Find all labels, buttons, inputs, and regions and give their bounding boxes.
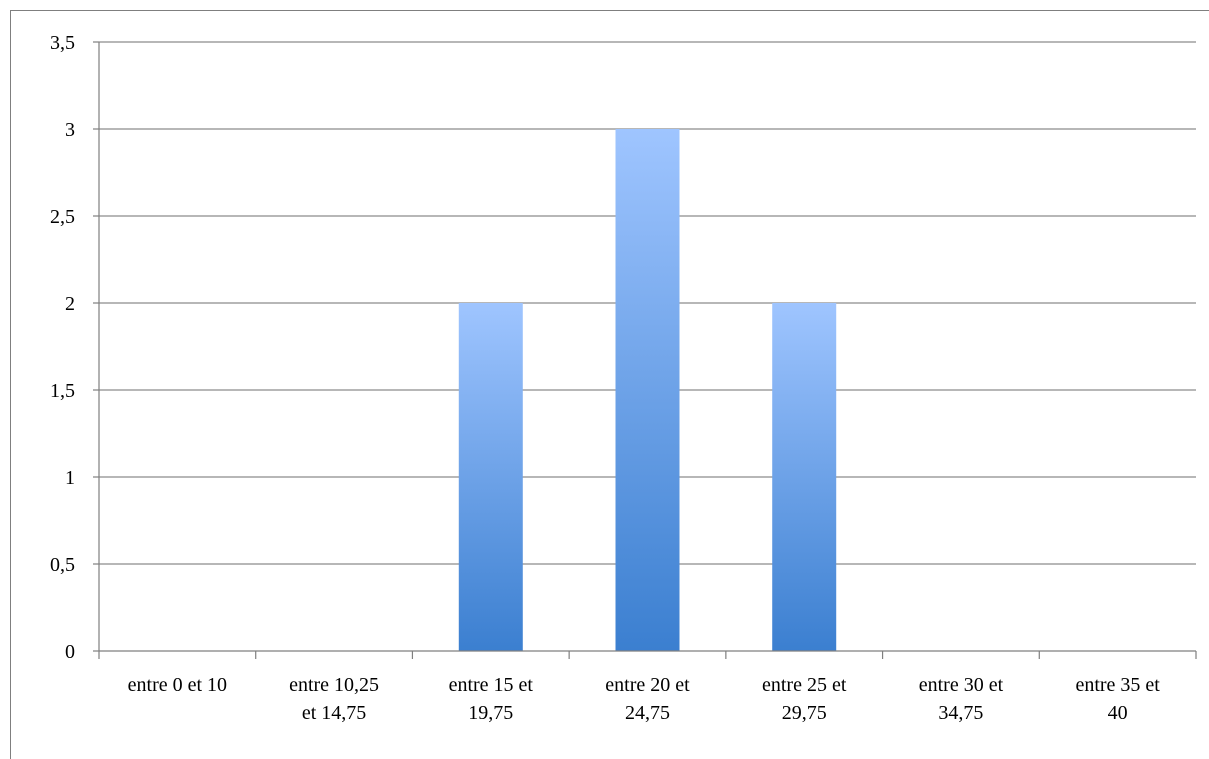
chart-frame bbox=[10, 10, 1209, 759]
x-tick-label-line: 24,75 bbox=[625, 702, 670, 724]
x-tick-label-line: 19,75 bbox=[468, 702, 513, 724]
x-tick-label: entre 30 et 34,75 bbox=[919, 674, 1004, 724]
x-tick-labels: entre 0 et 10 entre 10,25 et 14,75 entre 15… bbox=[128, 674, 1161, 724]
x-tick-label-line: 29,75 bbox=[782, 702, 827, 724]
x-tick-label-line: 34,75 bbox=[938, 702, 983, 724]
x-tick-label-line: et 14,75 bbox=[302, 702, 366, 724]
x-tick-label-line: entre 15 et bbox=[449, 674, 534, 696]
y-tick-label: 0 bbox=[65, 641, 75, 663]
x-tick-label-line: entre 0 et 10 bbox=[128, 674, 227, 696]
bar bbox=[458, 303, 523, 651]
bar bbox=[615, 129, 680, 651]
y-tick-label: 3 bbox=[65, 119, 75, 141]
x-tick-label: entre 35 et 40 bbox=[1075, 674, 1160, 724]
x-tick-label-line: entre 20 et bbox=[605, 674, 690, 696]
x-tick-label: entre 15 et 19,75 bbox=[449, 674, 534, 724]
y-tick-label: 2,5 bbox=[50, 206, 75, 228]
y-tick-labels: 0 0,5 1 1,5 2 2,5 3 3,5 bbox=[50, 32, 75, 663]
x-tick-label-line: entre 35 et bbox=[1075, 674, 1160, 696]
y-tick-label: 0,5 bbox=[50, 554, 75, 576]
bars bbox=[458, 129, 837, 651]
x-tick-label: entre 10,25 et 14,75 bbox=[289, 674, 379, 724]
x-tick-label-line: entre 30 et bbox=[919, 674, 1004, 696]
x-tick-label: entre 0 et 10 bbox=[128, 674, 227, 696]
x-tick-label: entre 25 et 29,75 bbox=[762, 674, 847, 724]
y-tick-label: 1,5 bbox=[50, 380, 75, 402]
axes bbox=[93, 41, 1197, 659]
y-tick-label: 3,5 bbox=[50, 32, 75, 54]
y-tick-label: 2 bbox=[65, 293, 75, 315]
x-tick-label-line: entre 25 et bbox=[762, 674, 847, 696]
x-tick-label-line: entre 10,25 bbox=[289, 674, 379, 696]
y-tick-label: 1 bbox=[65, 467, 75, 489]
bar bbox=[772, 303, 837, 651]
x-tick-label: entre 20 et 24,75 bbox=[605, 674, 690, 724]
x-tick-label-line: 40 bbox=[1108, 702, 1128, 724]
